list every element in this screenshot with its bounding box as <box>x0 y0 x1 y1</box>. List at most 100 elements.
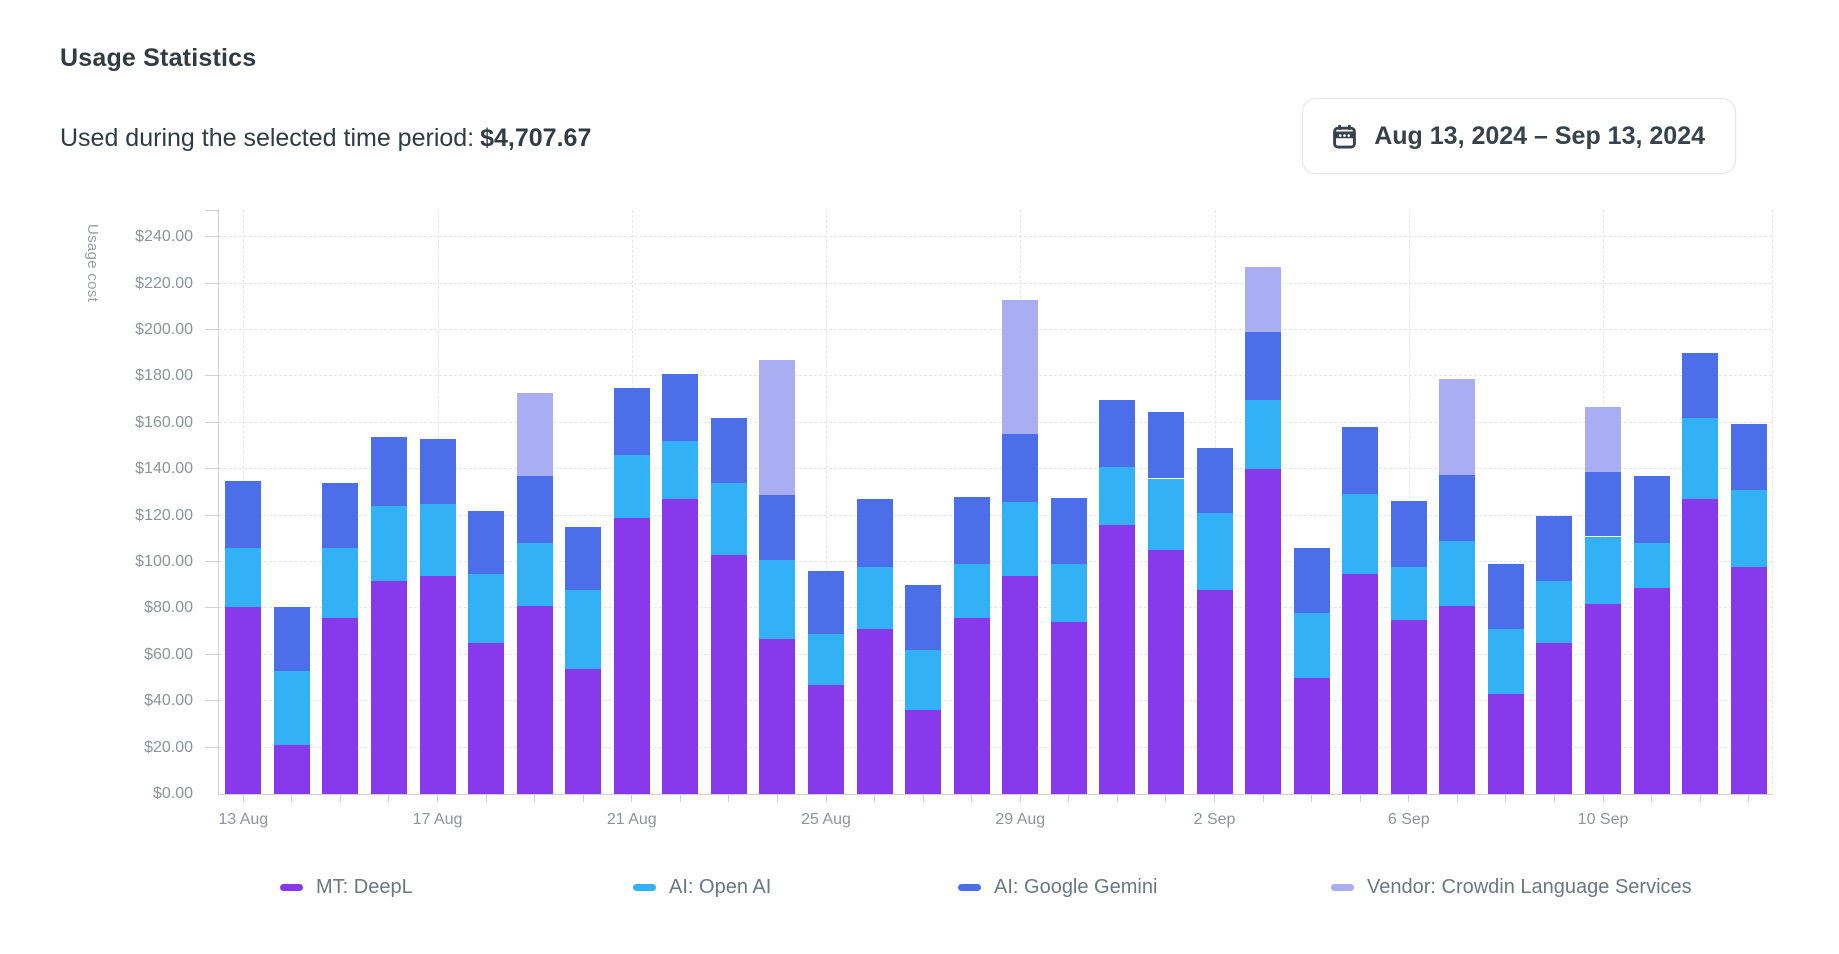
bar-segment[interactable] <box>322 483 359 549</box>
bar-segment[interactable] <box>710 555 747 794</box>
bar-segment[interactable] <box>468 510 505 574</box>
bar-segment[interactable] <box>565 589 602 669</box>
bar-segment[interactable] <box>1099 399 1136 467</box>
bar-segment[interactable] <box>1682 499 1719 794</box>
bar-segment[interactable] <box>759 638 796 794</box>
bar-segment[interactable] <box>1245 469 1282 794</box>
bar-segment[interactable] <box>1633 476 1670 544</box>
bar-segment[interactable] <box>419 439 456 504</box>
bar-segment[interactable] <box>1342 427 1379 494</box>
bar-segment[interactable] <box>225 480 262 549</box>
bar-segment[interactable] <box>1196 589 1233 794</box>
bar-segment[interactable] <box>516 606 553 794</box>
bar-segment[interactable] <box>565 668 602 794</box>
bar-segment[interactable] <box>565 527 602 590</box>
bar-segment[interactable] <box>273 607 310 672</box>
bar-segment[interactable] <box>710 483 747 556</box>
bar-segment[interactable] <box>1536 643 1573 794</box>
bar-segment[interactable] <box>516 392 553 477</box>
bar-segment[interactable] <box>1099 466 1136 525</box>
bar-segment[interactable] <box>613 388 650 456</box>
bar-segment[interactable] <box>613 517 650 794</box>
bar-segment[interactable] <box>1439 378 1476 475</box>
bar-segment[interactable] <box>1002 299 1039 435</box>
bar-segment[interactable] <box>856 499 893 567</box>
legend-item-open-ai[interactable]: AI: Open AI <box>633 872 771 902</box>
bar-segment[interactable] <box>808 633 845 685</box>
bar-segment[interactable] <box>1002 434 1039 502</box>
bar-segment[interactable] <box>1487 564 1524 630</box>
bar-segment[interactable] <box>759 360 796 495</box>
bar-segment[interactable] <box>1050 564 1087 623</box>
bar-segment[interactable] <box>1342 573 1379 794</box>
bar-segment[interactable] <box>1730 490 1767 567</box>
bar-segment[interactable] <box>1730 423 1767 491</box>
bar-segment[interactable] <box>1390 566 1427 620</box>
bar-segment[interactable] <box>1439 475 1476 542</box>
bar-segment[interactable] <box>273 745 310 794</box>
bar-segment[interactable] <box>1245 399 1282 470</box>
legend-item-mt-deepl[interactable]: MT: DeepL <box>280 872 413 902</box>
bar-segment[interactable] <box>516 543 553 607</box>
date-range-button[interactable]: Aug 13, 2024 – Sep 13, 2024 <box>1302 98 1736 174</box>
bar-segment[interactable] <box>856 629 893 794</box>
bar-segment[interactable] <box>370 580 407 794</box>
bar-segment[interactable] <box>953 564 990 618</box>
bar-segment[interactable] <box>905 585 942 651</box>
bar-segment[interactable] <box>273 671 310 746</box>
bar-segment[interactable] <box>468 643 505 794</box>
bar-segment[interactable] <box>1196 448 1233 514</box>
bar-segment[interactable] <box>1439 541 1476 607</box>
bar-segment[interactable] <box>1196 513 1233 590</box>
bar-segment[interactable] <box>1585 536 1622 604</box>
bar-segment[interactable] <box>1439 606 1476 794</box>
bar-segment[interactable] <box>759 494 796 560</box>
bar-segment[interactable] <box>1293 678 1330 794</box>
bar-segment[interactable] <box>1633 587 1670 794</box>
bar-segment[interactable] <box>1633 543 1670 588</box>
bar-segment[interactable] <box>905 710 942 794</box>
legend-item-crowdin-vendor[interactable]: Vendor: Crowdin Language Services <box>1331 872 1692 902</box>
bar-segment[interactable] <box>662 499 699 794</box>
bar-segment[interactable] <box>1293 548 1330 614</box>
bar-segment[interactable] <box>1050 622 1087 794</box>
bar-segment[interactable] <box>1002 575 1039 794</box>
bar-segment[interactable] <box>1682 353 1719 419</box>
bar-segment[interactable] <box>322 617 359 794</box>
bar-segment[interactable] <box>1147 550 1184 794</box>
bar-segment[interactable] <box>808 571 845 634</box>
bar-segment[interactable] <box>1536 515 1573 581</box>
bar-segment[interactable] <box>1585 603 1622 794</box>
bar-segment[interactable] <box>225 548 262 608</box>
bar-segment[interactable] <box>710 418 747 484</box>
bar-segment[interactable] <box>1245 332 1282 400</box>
bar-segment[interactable] <box>759 559 796 639</box>
bar-segment[interactable] <box>1245 267 1282 333</box>
bar-segment[interactable] <box>1050 498 1087 565</box>
bar-segment[interactable] <box>1487 694 1524 794</box>
bar-segment[interactable] <box>516 476 553 544</box>
bar-segment[interactable] <box>1682 418 1719 500</box>
bar-segment[interactable] <box>1585 471 1622 537</box>
bar-segment[interactable] <box>419 575 456 794</box>
bar-segment[interactable] <box>953 617 990 794</box>
bar-segment[interactable] <box>1002 501 1039 576</box>
bar-segment[interactable] <box>370 506 407 581</box>
bar-segment[interactable] <box>1099 524 1136 794</box>
bar-segment[interactable] <box>808 684 845 794</box>
legend-item-google-gemini[interactable]: AI: Google Gemini <box>958 872 1157 902</box>
bar-segment[interactable] <box>1487 629 1524 695</box>
bar-segment[interactable] <box>1585 406 1622 472</box>
bar-segment[interactable] <box>1293 613 1330 678</box>
bar-segment[interactable] <box>225 607 262 794</box>
bar-segment[interactable] <box>1730 566 1767 794</box>
bar-segment[interactable] <box>953 497 990 565</box>
bar-segment[interactable] <box>1147 478 1184 551</box>
bar-segment[interactable] <box>468 573 505 644</box>
bar-segment[interactable] <box>1390 500 1427 567</box>
bar-segment[interactable] <box>662 374 699 442</box>
bar-segment[interactable] <box>905 650 942 711</box>
bar-segment[interactable] <box>1342 493 1379 574</box>
bar-segment[interactable] <box>322 548 359 618</box>
bar-segment[interactable] <box>662 441 699 500</box>
